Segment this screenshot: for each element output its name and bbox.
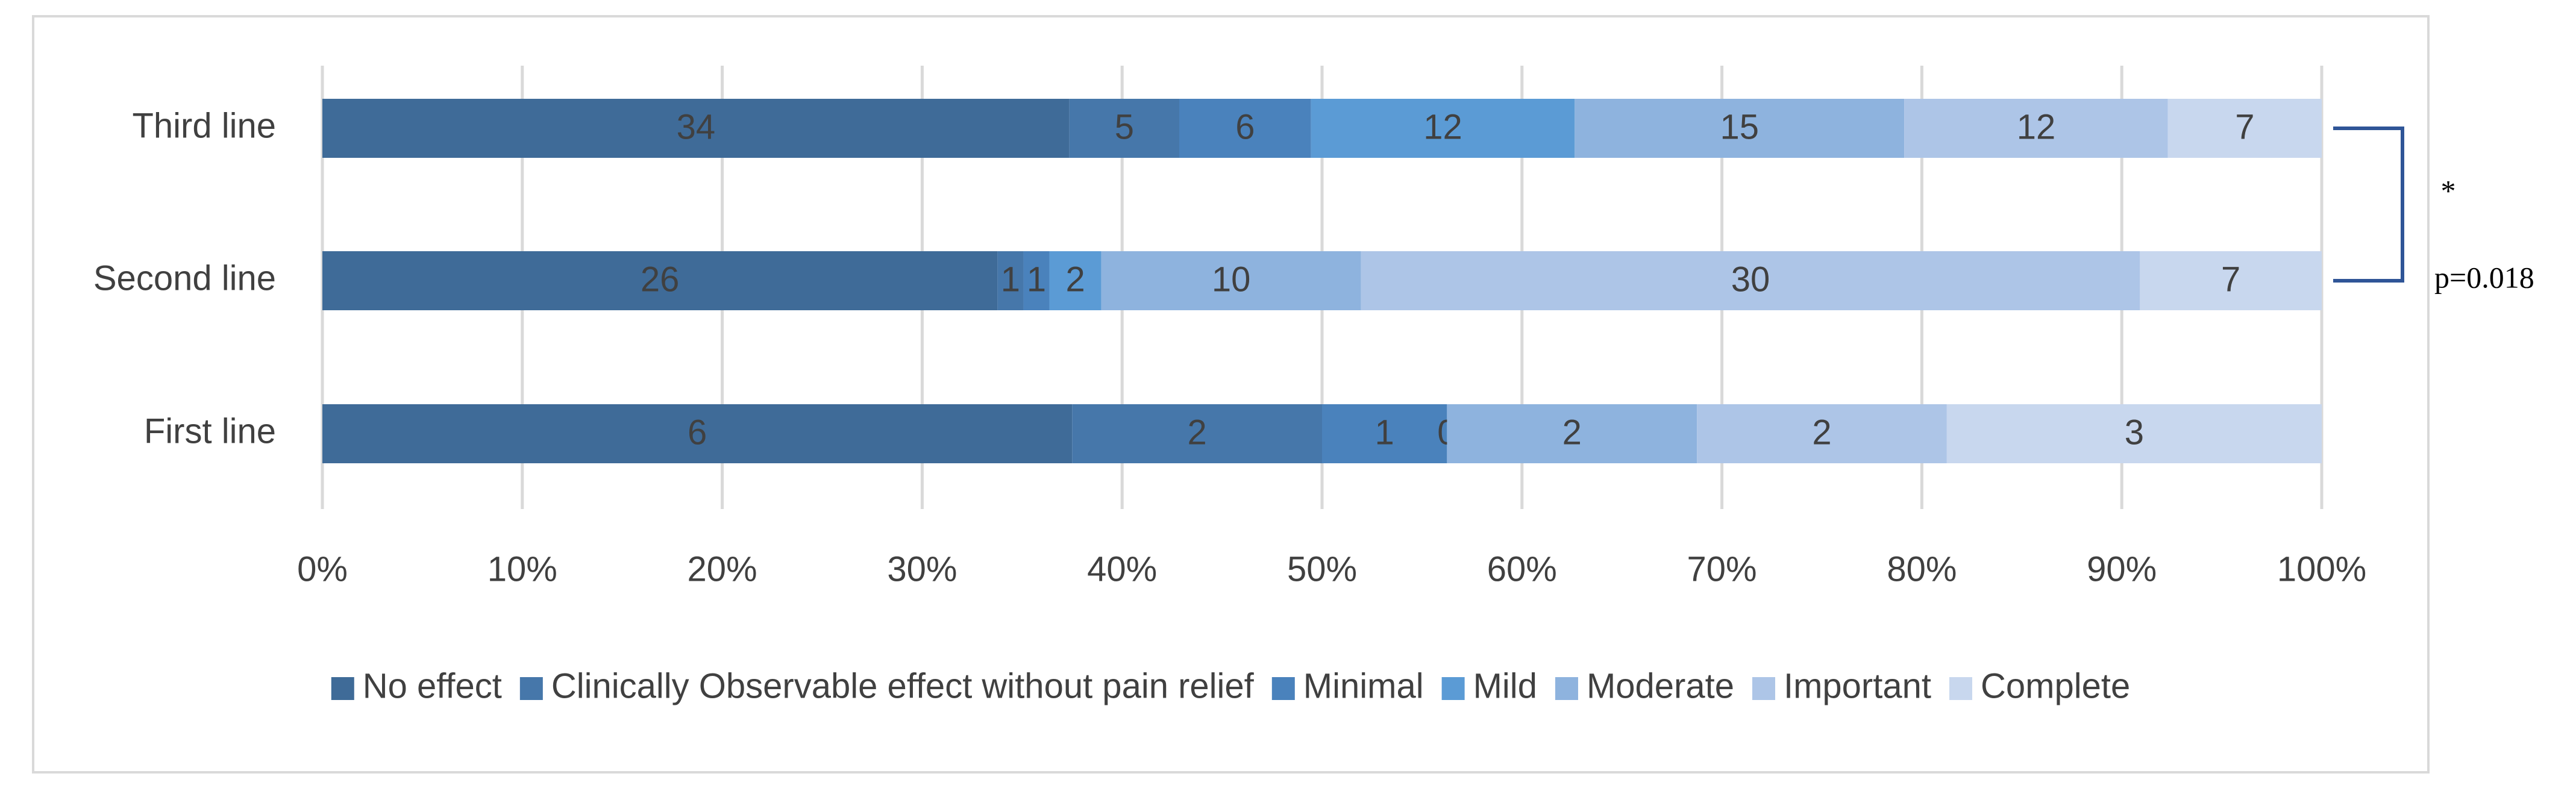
data-label: 12	[2017, 107, 2056, 146]
bar-segment	[1447, 404, 1697, 463]
bar-segment	[1322, 404, 1447, 463]
x-tick-label: 80%	[1887, 549, 1957, 589]
legend-label: Minimal	[1303, 666, 1424, 705]
x-tick-label: 0%	[297, 549, 348, 589]
bar-segment	[322, 404, 1073, 463]
data-label: 7	[2221, 260, 2240, 299]
bar-segment	[1361, 251, 2140, 310]
annotation: *	[2441, 173, 2456, 207]
legend-swatch	[519, 677, 543, 700]
data-label: 5	[1115, 107, 1134, 146]
legend-swatch	[1441, 677, 1465, 700]
data-label: 6	[688, 413, 707, 452]
bar-segment	[1179, 99, 1311, 158]
x-tick-label: 90%	[2087, 549, 2157, 589]
legend-label: Mild	[1473, 666, 1537, 705]
bar-segment	[1101, 251, 1361, 310]
data-label: 34	[677, 107, 716, 146]
bar-segment	[1311, 99, 1575, 158]
legend-swatch	[1555, 677, 1578, 700]
data-label: 7	[2235, 107, 2254, 146]
bar-segment	[322, 251, 998, 310]
bar-segment	[1697, 404, 1947, 463]
bar-segment	[1072, 404, 1322, 463]
data-label: 3	[2125, 413, 2144, 452]
legend-label: No effect	[363, 666, 502, 705]
legend-label: Clinically Observable effect without pai…	[551, 666, 1255, 705]
x-tick-label: 60%	[1487, 549, 1557, 589]
annotation: p=0.018	[2434, 260, 2534, 294]
bar-segment	[1904, 99, 2168, 158]
legend-swatch	[1949, 677, 1972, 700]
x-tick-label: 70%	[1687, 549, 1757, 589]
data-label: 26	[641, 260, 680, 299]
bar-segment	[1049, 251, 1102, 310]
legend-swatch	[1752, 677, 1775, 700]
legend-swatch	[1271, 677, 1295, 700]
data-label: 2	[1187, 413, 1206, 452]
legend-label: Important	[1784, 666, 1931, 705]
bar-segment	[1023, 251, 1050, 310]
data-label: 2	[1812, 413, 1831, 452]
data-label: 2	[1562, 413, 1582, 452]
bar-segment	[997, 251, 1024, 310]
data-label: 1	[1375, 413, 1394, 452]
significance-bracket	[2333, 127, 2404, 283]
legend-swatch	[331, 677, 354, 700]
chart-border	[32, 15, 2430, 774]
x-tick-label: 20%	[688, 549, 757, 589]
data-label: 1	[1001, 260, 1020, 299]
data-label: 2	[1066, 260, 1085, 299]
y-tick-label: First line	[144, 411, 276, 451]
data-label: 30	[1731, 260, 1770, 299]
bar-segment	[1946, 404, 2322, 463]
bar-segment	[2140, 251, 2322, 310]
x-tick-label: 40%	[1087, 549, 1157, 589]
x-tick-label: 30%	[887, 549, 957, 589]
bar-segment	[1069, 99, 1179, 158]
legend-label: Moderate	[1587, 666, 1734, 705]
y-tick-label: Second line	[93, 258, 276, 298]
y-tick-label: Third line	[132, 106, 276, 145]
data-label: 1	[1027, 260, 1046, 299]
data-label: 6	[1235, 107, 1255, 146]
data-label: 10	[1212, 260, 1251, 299]
bar-segment	[1575, 99, 1905, 158]
legend-label: Complete	[1981, 666, 2130, 705]
data-label: 12	[1423, 107, 1462, 146]
x-tick-label: 100%	[2277, 549, 2366, 589]
x-tick-label: 50%	[1287, 549, 1357, 589]
data-label: 15	[1720, 107, 1760, 146]
x-tick-label: 10%	[487, 549, 557, 589]
bar-segment	[2167, 99, 2322, 158]
bar-segment	[322, 99, 1070, 158]
